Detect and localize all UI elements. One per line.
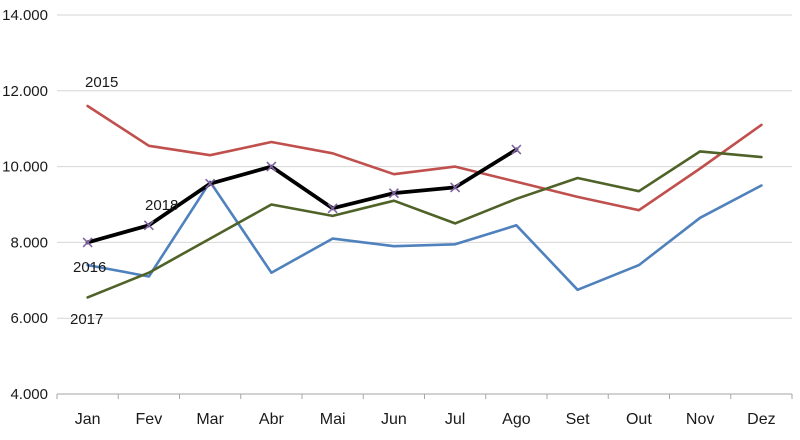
series-annotation-2017: 2017: [70, 311, 103, 328]
y-axis-tick-label: 10.000: [2, 159, 48, 176]
y-axis-tick-label: 4.000: [10, 386, 48, 403]
x-axis-category-label: Out: [626, 411, 652, 428]
series-marker-x-2018: [266, 161, 277, 172]
series-marker-x-2018: [143, 220, 154, 231]
series-annotation-2018: 2018: [145, 197, 178, 214]
x-axis-category-label: Nov: [686, 411, 714, 428]
x-axis-category-label: Mai: [320, 411, 346, 428]
x-axis-category-label: Mar: [196, 411, 224, 428]
y-axis-tick-label: 12.000: [2, 83, 48, 100]
x-axis-category-label: Jun: [381, 411, 407, 428]
series-line-2016: [86, 180, 763, 292]
y-axis-tick-label: 14.000: [2, 7, 48, 24]
series-line-2015: [86, 104, 763, 212]
series-marker-x-2018: [327, 203, 338, 214]
series-annotation-2016: 2016: [73, 259, 106, 276]
series-marker-x-2018: [388, 188, 399, 199]
series-annotation-2015: 2015: [85, 74, 118, 91]
series-marker-x-2018: [82, 237, 93, 248]
x-axis-category-label: Set: [566, 411, 591, 428]
x-axis-category-label: Jan: [75, 411, 101, 428]
series-marker-x-2018: [205, 178, 216, 189]
series-line-2018: [85, 147, 519, 245]
y-axis-tick-label: 8.000: [10, 234, 48, 251]
x-axis-category-label: Abr: [259, 411, 285, 428]
series-marker-x-2018: [450, 182, 461, 193]
x-axis-category-label: Dez: [747, 411, 775, 428]
y-axis-tick-label: 6.000: [10, 310, 48, 327]
series-marker-x-2018: [511, 144, 522, 155]
series-line-2017: [86, 150, 763, 299]
x-axis-category-label: Jul: [445, 411, 465, 428]
x-axis-category-label: Ago: [502, 411, 531, 428]
x-axis-category-label: Fev: [136, 411, 163, 428]
